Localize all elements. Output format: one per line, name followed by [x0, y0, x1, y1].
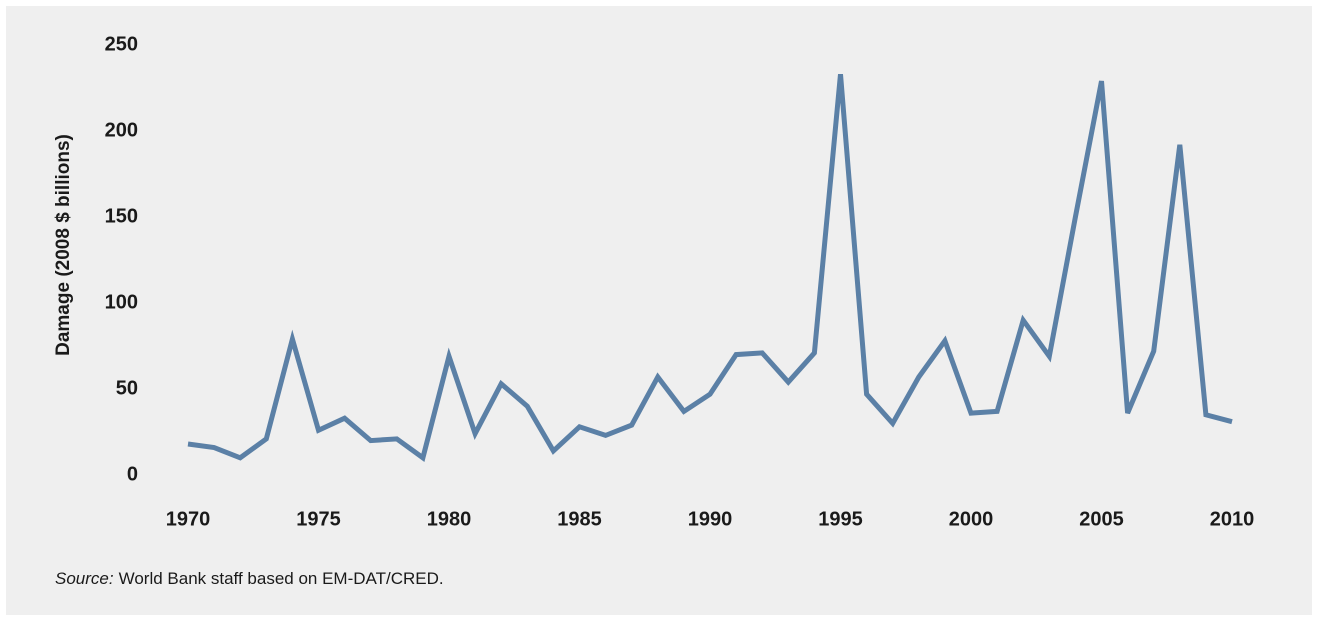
x-tick-label: 1975	[296, 508, 341, 530]
data-line	[187, 73, 1233, 462]
source-label: Source:	[55, 569, 114, 588]
x-tick-label: 1980	[427, 508, 472, 530]
x-tick-label: 2000	[949, 508, 994, 530]
x-tick-label: 1995	[818, 508, 863, 530]
x-tick-label: 1990	[688, 508, 733, 530]
y-tick-label: 250	[105, 33, 138, 55]
x-tick-label: 1970	[166, 508, 211, 530]
y-axis-title: Damage (2008 $ billions)	[53, 134, 74, 356]
y-tick-label: 200	[105, 119, 138, 141]
y-tick-label: 0	[127, 463, 138, 485]
x-tick-label: 2005	[1079, 508, 1124, 530]
x-tick-label: 1985	[557, 508, 602, 530]
y-tick-label: 100	[105, 291, 138, 313]
y-tick-label: 50	[116, 377, 138, 399]
source-text: World Bank staff based on EM-DAT/CRED.	[119, 569, 444, 588]
x-tick-label: 2010	[1210, 508, 1255, 530]
y-tick-label: 150	[105, 205, 138, 227]
source-note: Source: World Bank staff based on EM-DAT/…	[55, 569, 444, 588]
